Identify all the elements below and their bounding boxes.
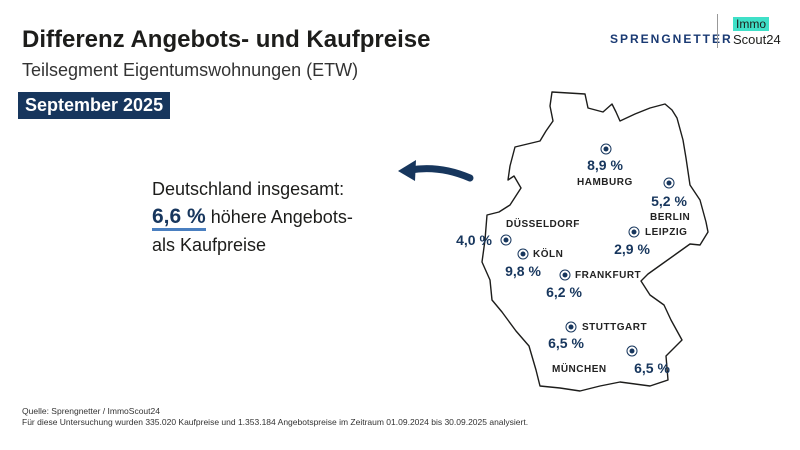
city-value-hamburg: 8,9 % bbox=[587, 157, 623, 173]
city-label-stuttgart: STUTTGART bbox=[582, 322, 648, 333]
immoscout-logo-scout: Scout24 bbox=[733, 32, 781, 47]
city-label-frankfurt: FRANKFURT bbox=[575, 270, 642, 281]
city-marker-berlin bbox=[663, 177, 675, 189]
city-marker-koeln bbox=[517, 248, 529, 260]
footer: Quelle: Sprengnetter / ImmoScout24 Für d… bbox=[22, 406, 528, 428]
footer-source: Quelle: Sprengnetter / ImmoScout24 bbox=[22, 406, 160, 416]
footer-note: Für diese Untersuchung wurden 335.020 Ka… bbox=[22, 417, 529, 427]
summary-line2: höhere Angebots- bbox=[205, 207, 353, 227]
summary-line1: Deutschland insgesamt: bbox=[152, 179, 345, 199]
arrow-head bbox=[398, 160, 416, 181]
city-label-koeln: KÖLN bbox=[533, 249, 564, 260]
page-title: Differenz Angebots- und Kaufpreise bbox=[22, 26, 431, 53]
city-marker-hamburg bbox=[600, 143, 612, 155]
city-value-berlin: 5,2 % bbox=[651, 193, 687, 209]
logo-divider bbox=[717, 14, 718, 48]
city-marker-duesseldorf bbox=[500, 234, 512, 246]
city-value-stuttgart: 6,5 % bbox=[548, 335, 584, 351]
city-marker-muenchen bbox=[626, 345, 638, 357]
city-value-muenchen: 6,5 % bbox=[634, 360, 670, 376]
city-value-leipzig: 2,9 % bbox=[614, 241, 650, 257]
summary-line3: als Kaufpreise bbox=[152, 235, 267, 255]
city-label-muenchen: MÜNCHEN bbox=[552, 364, 607, 375]
city-marker-stuttgart bbox=[565, 321, 577, 333]
city-value-frankfurt: 6,2 % bbox=[546, 284, 582, 300]
city-value-duesseldorf: 4,0 % bbox=[456, 232, 492, 248]
city-label-hamburg: HAMBURG bbox=[577, 177, 633, 188]
city-label-berlin: BERLIN bbox=[650, 212, 691, 223]
arrow-icon bbox=[406, 165, 474, 182]
summary-text: Deutschland insgesamt: 6,6 % höhere Ange… bbox=[152, 175, 353, 259]
city-label-leipzig: LEIPZIG bbox=[645, 227, 688, 238]
city-marker-leipzig bbox=[628, 226, 640, 238]
city-label-duesseldorf: DÜSSELDORF bbox=[506, 219, 580, 230]
city-marker-frankfurt bbox=[559, 269, 571, 281]
page-subtitle: Teilsegment Eigentumswohnungen (ETW) bbox=[22, 60, 359, 80]
immoscout-logo-immo: Immo bbox=[733, 17, 769, 31]
germany-outline bbox=[481, 91, 709, 392]
city-value-koeln: 9,8 % bbox=[505, 263, 541, 279]
summary-value: 6,6 % bbox=[152, 205, 206, 231]
date-badge: September 2025 bbox=[18, 92, 171, 119]
sprengnetter-logo: SPRENGNETTER bbox=[610, 32, 733, 46]
